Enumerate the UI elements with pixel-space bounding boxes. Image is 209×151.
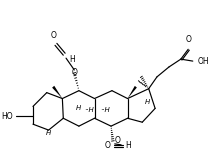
Text: O: O xyxy=(71,68,77,77)
Text: H: H xyxy=(70,55,75,64)
Text: O: O xyxy=(104,141,110,150)
Text: ··H: ··H xyxy=(100,107,110,113)
Text: O: O xyxy=(50,31,56,40)
Text: O: O xyxy=(185,35,191,44)
Text: H: H xyxy=(126,141,131,150)
Polygon shape xyxy=(127,86,137,99)
Text: H: H xyxy=(145,100,150,106)
Text: OH: OH xyxy=(197,57,209,66)
Text: O: O xyxy=(115,136,121,145)
Text: H: H xyxy=(46,130,51,136)
Text: H: H xyxy=(75,105,81,111)
Text: HO: HO xyxy=(1,112,13,121)
Text: ··H: ··H xyxy=(84,107,94,113)
Polygon shape xyxy=(52,86,62,99)
